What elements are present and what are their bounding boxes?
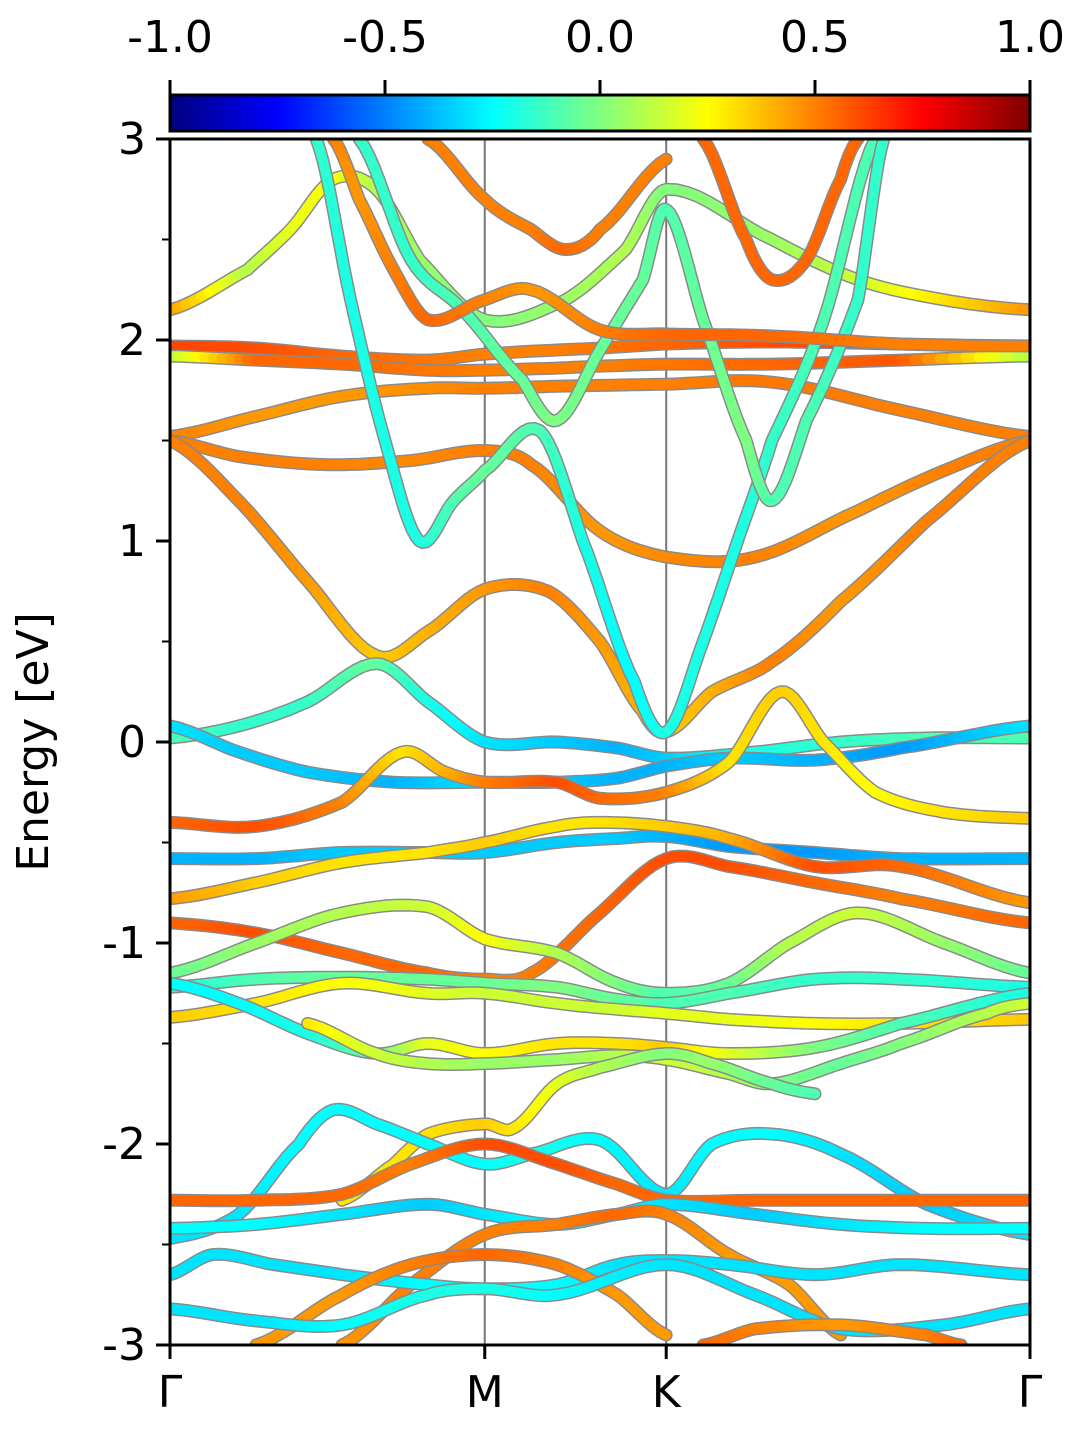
- band-segment: [1017, 993, 1030, 995]
- colorbar-tick-label: -1.0: [127, 12, 213, 63]
- y-tick-label: 1: [118, 516, 146, 567]
- y-tick-label: 2: [118, 315, 146, 366]
- band-segment: [1017, 921, 1030, 923]
- y-tick-label: 0: [118, 717, 146, 768]
- band-0: [170, 176, 1030, 322]
- y-axis: 3 2 1 0 -1 -2 -3: [102, 114, 170, 1371]
- y-tick-label: 3: [118, 114, 146, 165]
- x-tick-label: M: [466, 1367, 504, 1418]
- y-tick-label: -2: [102, 1119, 146, 1170]
- band-segment: [811, 1093, 815, 1094]
- band-segment: [1017, 901, 1030, 903]
- y-axis-label: Energy [eV]: [8, 612, 59, 872]
- band-outline: [170, 176, 1030, 322]
- band-11: [170, 836, 1030, 859]
- colorbar-tick-label: 1.0: [995, 12, 1065, 63]
- band-segment: [1017, 726, 1030, 727]
- band-segment: [660, 159, 667, 163]
- y-tick-label: -1: [102, 918, 146, 969]
- band-segment: [661, 1333, 666, 1336]
- band-3: [170, 381, 1030, 437]
- band-segment: [1020, 441, 1030, 446]
- colorbar-ticks: -1.0 -0.5 0.0 0.5 1.0: [127, 12, 1065, 95]
- band-segment: [1017, 1274, 1030, 1275]
- band-lines: [170, 139, 1030, 1345]
- x-tick-label: K: [652, 1367, 682, 1418]
- band-segment: [870, 139, 875, 150]
- colorbar-tick-label: 0.0: [565, 12, 635, 63]
- y-tick-label: -3: [102, 1320, 146, 1371]
- colorbar: -1.0 -0.5 0.0 0.5 1.0: [127, 12, 1065, 131]
- colorbar-tick-label: -0.5: [342, 12, 428, 63]
- x-tick-label: Γ: [158, 1367, 183, 1418]
- colorbar-gradient: [170, 95, 1030, 131]
- colorbar-tick-label: 0.5: [780, 12, 850, 63]
- x-tick-label: Γ: [1018, 1367, 1043, 1418]
